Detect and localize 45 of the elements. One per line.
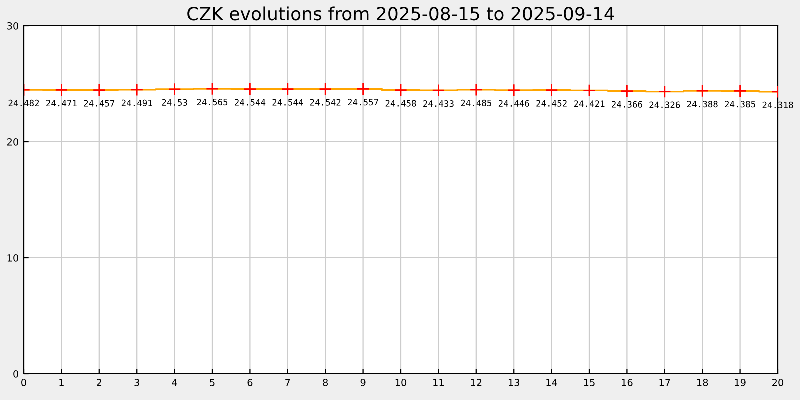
data-label: 24.557 bbox=[348, 99, 378, 106]
x-tick-label: 9 bbox=[360, 379, 366, 386]
x-tick-label: 5 bbox=[210, 379, 215, 386]
x-tick-label: 20 bbox=[772, 379, 784, 386]
data-label: 24.446 bbox=[498, 100, 530, 107]
data-label: 24.471 bbox=[46, 100, 77, 107]
data-label: 24.53 bbox=[162, 99, 188, 106]
data-label: 24.388 bbox=[687, 101, 718, 108]
x-tick-label: 7 bbox=[286, 379, 290, 386]
data-label: 24.452 bbox=[536, 100, 567, 107]
data-label: 24.544 bbox=[272, 99, 304, 106]
x-tick-label: 14 bbox=[546, 379, 558, 386]
y-tick-label: 30 bbox=[8, 22, 18, 30]
x-tick-label: 11 bbox=[434, 379, 444, 386]
data-label: 24.544 bbox=[235, 99, 266, 106]
x-tick-label: 16 bbox=[622, 379, 633, 386]
x-tick-label: 2 bbox=[97, 379, 102, 386]
data-label: 24.485 bbox=[461, 100, 492, 107]
data-label: 24.542 bbox=[310, 99, 341, 106]
y-tick-label: 20 bbox=[7, 138, 18, 146]
data-label: 24.433 bbox=[424, 100, 454, 108]
x-tick-label: 8 bbox=[323, 379, 328, 386]
y-tick-label: 10 bbox=[8, 254, 18, 262]
data-label: 24.421 bbox=[574, 100, 605, 108]
data-label: 24.385 bbox=[725, 101, 756, 108]
x-tick-label: 19 bbox=[735, 379, 746, 386]
chart-title: CZK evolutions from 2025-08-15 to 2025-09-14 bbox=[188, 6, 614, 21]
data-label: 24.326 bbox=[650, 102, 680, 108]
x-tick-label: 17 bbox=[660, 379, 670, 386]
x-tick-label: 0 bbox=[22, 379, 26, 386]
x-tick-label: 10 bbox=[396, 379, 407, 386]
data-label: 24.457 bbox=[84, 100, 115, 107]
x-tick-label: 4 bbox=[172, 379, 178, 386]
data-label: 24.565 bbox=[197, 98, 228, 106]
x-tick-label: 1 bbox=[60, 379, 64, 386]
y-tick-label: 0 bbox=[14, 370, 18, 378]
data-label: 24.491 bbox=[122, 100, 152, 106]
x-tick-label: 18 bbox=[697, 379, 708, 386]
x-tick-label: 13 bbox=[508, 379, 520, 386]
x-tick-label: 6 bbox=[248, 379, 253, 386]
x-tick-label: 3 bbox=[134, 379, 140, 386]
x-tick-label: 15 bbox=[584, 379, 595, 386]
x-tick-label: 12 bbox=[471, 379, 482, 386]
data-label: 24.458 bbox=[386, 100, 416, 107]
data-label: 24.366 bbox=[612, 101, 642, 108]
